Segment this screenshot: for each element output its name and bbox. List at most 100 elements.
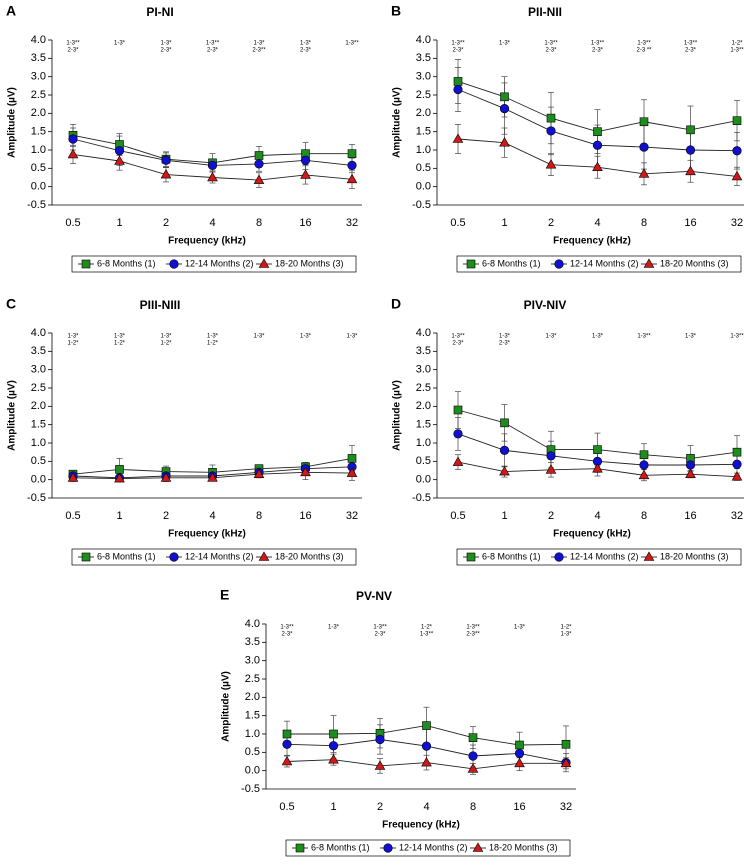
significance-label: 1-3* (514, 625, 526, 631)
legend-label: 18-20 Months (3) (275, 258, 344, 268)
significance-label: 1-3* (253, 334, 265, 340)
significance-label: 1-3* (346, 334, 358, 340)
marker (375, 734, 385, 745)
significance-label: 1-3** (420, 632, 434, 638)
y-tick-label: 3.0 (31, 364, 46, 376)
y-tick-label: 1.5 (416, 419, 431, 431)
significance-label: 2-3** (252, 48, 266, 54)
x-tick-label: 0.5 (450, 510, 465, 522)
y-tick-label: 2.0 (31, 400, 46, 412)
x-tick-label: 0.5 (450, 217, 465, 229)
y-tick-label: 1.0 (31, 437, 46, 449)
panel-letter: C (6, 296, 16, 312)
panel-letter: B (391, 3, 401, 19)
y-tick-label: -0.5 (27, 199, 46, 211)
y-tick-label: 3.5 (245, 636, 260, 648)
marker (638, 469, 650, 480)
significance-label: 2-3* (67, 48, 79, 54)
y-tick-label: 2.5 (31, 89, 46, 101)
y-tick-label: 2.5 (245, 673, 260, 685)
x-tick-label: 32 (731, 217, 743, 229)
y-tick-label: 0.0 (416, 474, 431, 486)
marker (258, 551, 270, 561)
marker (593, 445, 602, 454)
significance-label: 1-2* (421, 625, 433, 631)
marker (329, 729, 338, 739)
marker (546, 451, 556, 461)
marker (545, 159, 557, 169)
significance-label: 1-2* (160, 341, 172, 347)
significance-label: 1-3* (328, 625, 340, 631)
x-tick-label: 4 (594, 510, 600, 522)
legend-item: 6-8 Months (1) (463, 551, 541, 561)
y-tick-label: 0.0 (245, 765, 260, 777)
legend-label: 12-14 Months (2) (570, 258, 639, 268)
significance-label: 2-3* (592, 48, 604, 54)
x-tick-label: 1 (330, 801, 336, 813)
x-axis-title: Frequency (kHz) (168, 236, 246, 247)
x-tick-label: 1 (501, 217, 507, 229)
x-tick-label: 16 (299, 510, 311, 522)
panel-letter: E (220, 587, 229, 603)
y-tick-label: 2.5 (31, 382, 46, 394)
significance-label: 1-3* (560, 632, 572, 638)
y-axis-title: Amplitude (µV) (392, 380, 403, 451)
chart-title: PV-NV (356, 589, 392, 603)
significance-label: 1-3* (207, 334, 219, 340)
y-tick-label: -0.5 (27, 492, 46, 504)
y-tick-label: 3.0 (416, 364, 431, 376)
marker (422, 721, 431, 730)
marker (643, 551, 655, 561)
y-tick-label: 3.5 (31, 345, 46, 357)
marker (160, 168, 172, 179)
marker (295, 843, 305, 853)
legend-label: 12-14 Months (2) (570, 551, 639, 561)
significance-label: 2-3* (499, 341, 511, 347)
y-tick-label: 2.0 (31, 107, 46, 119)
significance-label: 2-3* (452, 48, 464, 54)
significance-label: 2-3** (466, 632, 480, 638)
x-tick-label: 0.5 (65, 217, 80, 229)
legend-item: 18-20 Months (3) (256, 258, 344, 268)
marker (545, 464, 557, 474)
panel: A PI-NI Amplitude (µV) -0.5 0.0 0.5 1.0 1.5 2.0 2… (6, 3, 362, 273)
x-tick-label: 16 (684, 217, 696, 229)
significance-label: 2-3* (300, 48, 312, 54)
x-tick-label: 4 (209, 510, 215, 522)
y-tick-label: 1.5 (416, 126, 431, 138)
y-tick-label: 2.0 (416, 400, 431, 412)
y-tick-label: 3.0 (31, 71, 46, 83)
marker (374, 760, 386, 770)
significance-label: 1-3** (466, 625, 480, 631)
y-tick-label: 1.5 (31, 419, 46, 431)
marker (554, 552, 564, 562)
y-tick-label: 0.0 (31, 181, 46, 193)
significance-label: 1-3* (685, 334, 697, 340)
legend-item: 12-14 Months (2) (166, 551, 254, 562)
x-axis-title: Frequency (kHz) (553, 236, 631, 247)
significance-label: 1-3** (451, 41, 465, 47)
legend-label: 6-8 Months (1) (97, 551, 156, 561)
significance-label: 1-2* (207, 341, 219, 347)
x-tick-label: 2 (163, 217, 169, 229)
marker (207, 472, 218, 482)
significance-label: 2-3* (207, 48, 219, 54)
significance-label: 1-3** (373, 625, 387, 631)
x-tick-label: 32 (346, 510, 358, 522)
marker (254, 151, 264, 160)
marker (452, 456, 464, 466)
legend-label: 6-8 Months (1) (311, 842, 370, 852)
marker (300, 155, 311, 165)
marker (732, 116, 742, 125)
marker (731, 471, 743, 481)
y-tick-label: 4.0 (31, 34, 46, 46)
marker (383, 843, 393, 853)
marker (346, 173, 358, 184)
marker (731, 170, 743, 181)
y-tick-label: 1.5 (245, 710, 260, 722)
marker (732, 459, 742, 469)
marker (499, 445, 510, 455)
y-tick-label: 0.0 (416, 181, 431, 193)
x-tick-label: 4 (594, 217, 600, 229)
marker (638, 168, 650, 178)
